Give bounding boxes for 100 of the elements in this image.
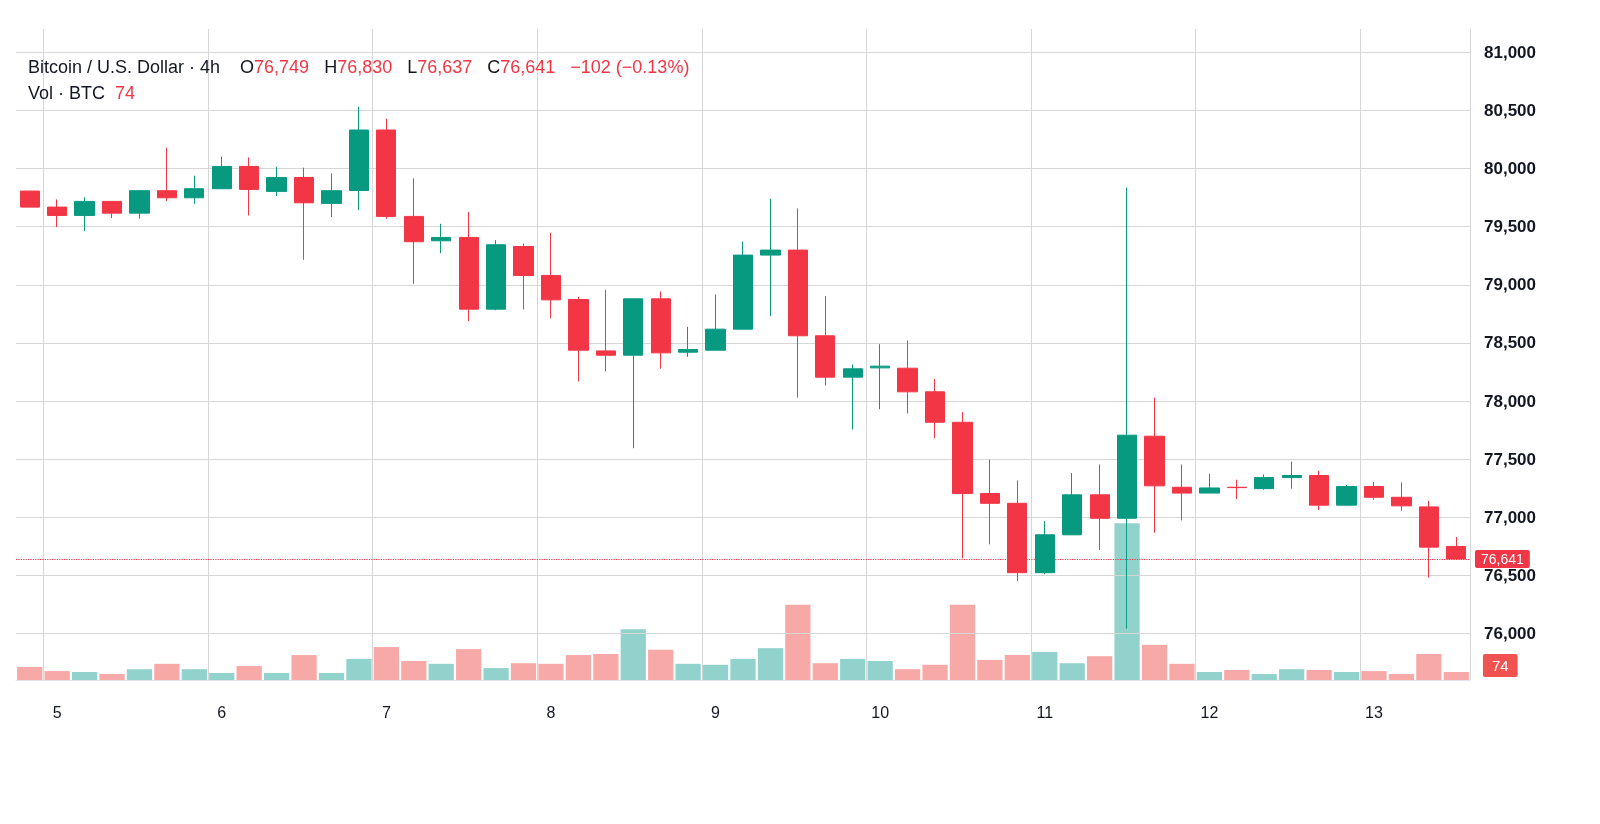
candlestick	[184, 175, 204, 205]
candlestick	[404, 177, 424, 285]
y-tick-label: 76,000	[1484, 624, 1536, 643]
y-tick-label: 77,000	[1484, 507, 1536, 527]
bar	[1224, 669, 1250, 680]
bar	[1087, 656, 1113, 680]
candlestick	[705, 294, 726, 351]
bar	[949, 604, 976, 680]
candlestick	[102, 200, 122, 219]
candlestick	[157, 147, 177, 202]
candlestick	[678, 326, 698, 358]
candlestick	[486, 239, 506, 311]
annotation: −102 (−0.13%)	[570, 57, 690, 77]
candlestick	[349, 106, 369, 211]
y-tick-label: 79,000	[1484, 275, 1536, 295]
candlestick	[1227, 479, 1247, 500]
candlestick	[212, 156, 232, 190]
bar	[1059, 663, 1085, 680]
candlestick	[1309, 470, 1329, 511]
bar	[593, 653, 619, 680]
bar	[154, 663, 180, 680]
bar	[373, 647, 399, 680]
y-tick-label: 80,500	[1484, 100, 1536, 120]
x-tick-label: 10	[871, 703, 890, 721]
bar	[1279, 669, 1305, 680]
y-tick-label: 76,500	[1484, 565, 1536, 585]
candlestick	[541, 232, 561, 319]
y-tick-label: 81,000	[1484, 42, 1536, 62]
bar	[1004, 655, 1030, 680]
bar	[922, 664, 948, 680]
x-tick-label: 6	[217, 703, 227, 721]
candlestick	[1336, 484, 1357, 506]
candlestick	[1062, 472, 1082, 536]
candlestick	[623, 298, 643, 449]
candlestick	[760, 198, 781, 317]
candlestick	[897, 340, 918, 415]
candlestick	[1090, 463, 1110, 551]
bar	[264, 672, 290, 680]
bar	[1032, 651, 1058, 680]
annotation: L76,637	[407, 57, 473, 77]
candlestick	[568, 296, 589, 382]
text: Bitcoin / U.S. Dollar · 4h	[28, 57, 221, 77]
candlestick	[239, 156, 259, 216]
candlestick	[1117, 187, 1137, 630]
bar	[17, 666, 43, 680]
y-tick-label: 78,000	[1484, 391, 1536, 411]
annotation: H76,830	[324, 57, 393, 77]
bar	[1169, 663, 1195, 680]
candlestick	[1391, 481, 1412, 512]
bar	[510, 663, 537, 680]
bar	[71, 672, 98, 680]
bar	[730, 658, 756, 680]
bar	[1388, 674, 1415, 680]
candlestick	[788, 207, 808, 399]
candlestick	[47, 198, 67, 228]
y-tick-label: 80,000	[1484, 159, 1536, 178]
y-tick-label: 77,500	[1484, 449, 1536, 469]
bar	[318, 672, 345, 680]
candlestick	[651, 290, 671, 370]
annotation: C76,641	[487, 57, 556, 77]
y-tick-label: 78,500	[1484, 333, 1536, 353]
bar	[99, 674, 125, 680]
candlestick	[1144, 397, 1165, 534]
bar	[675, 663, 701, 680]
candlestick	[321, 172, 342, 218]
candlestick	[129, 189, 150, 220]
candlestick	[1172, 463, 1192, 521]
bar	[1333, 672, 1360, 680]
x-tick-label: 9	[711, 703, 721, 721]
candlestick	[1254, 473, 1274, 491]
bar	[538, 663, 564, 680]
bar	[702, 664, 729, 680]
bar	[1196, 672, 1222, 680]
bar	[44, 671, 70, 680]
candlestick	[294, 167, 314, 261]
y-tick-label: 79,500	[1484, 217, 1536, 237]
bar	[483, 668, 509, 680]
bar	[812, 663, 838, 680]
bar	[346, 658, 372, 680]
ref-line-label: 76,641	[1481, 550, 1525, 567]
text: 74	[1491, 657, 1509, 674]
bar	[428, 663, 454, 680]
bar	[181, 669, 207, 680]
bar	[757, 648, 784, 680]
bar	[1251, 674, 1277, 680]
candlestick	[1199, 473, 1220, 494]
bar	[1443, 672, 1469, 680]
bar	[291, 655, 317, 680]
candlestick	[20, 190, 40, 208]
candlestick	[459, 211, 479, 322]
bar	[1306, 669, 1332, 680]
candlestick	[1282, 461, 1302, 490]
bar	[977, 659, 1003, 680]
x-tick-label: 8	[546, 703, 556, 721]
bar	[840, 658, 866, 680]
candlestick	[266, 166, 287, 197]
x-tick-label: 12	[1200, 703, 1219, 721]
candlestick	[1364, 481, 1384, 501]
bar	[867, 661, 893, 680]
bar	[620, 629, 646, 680]
